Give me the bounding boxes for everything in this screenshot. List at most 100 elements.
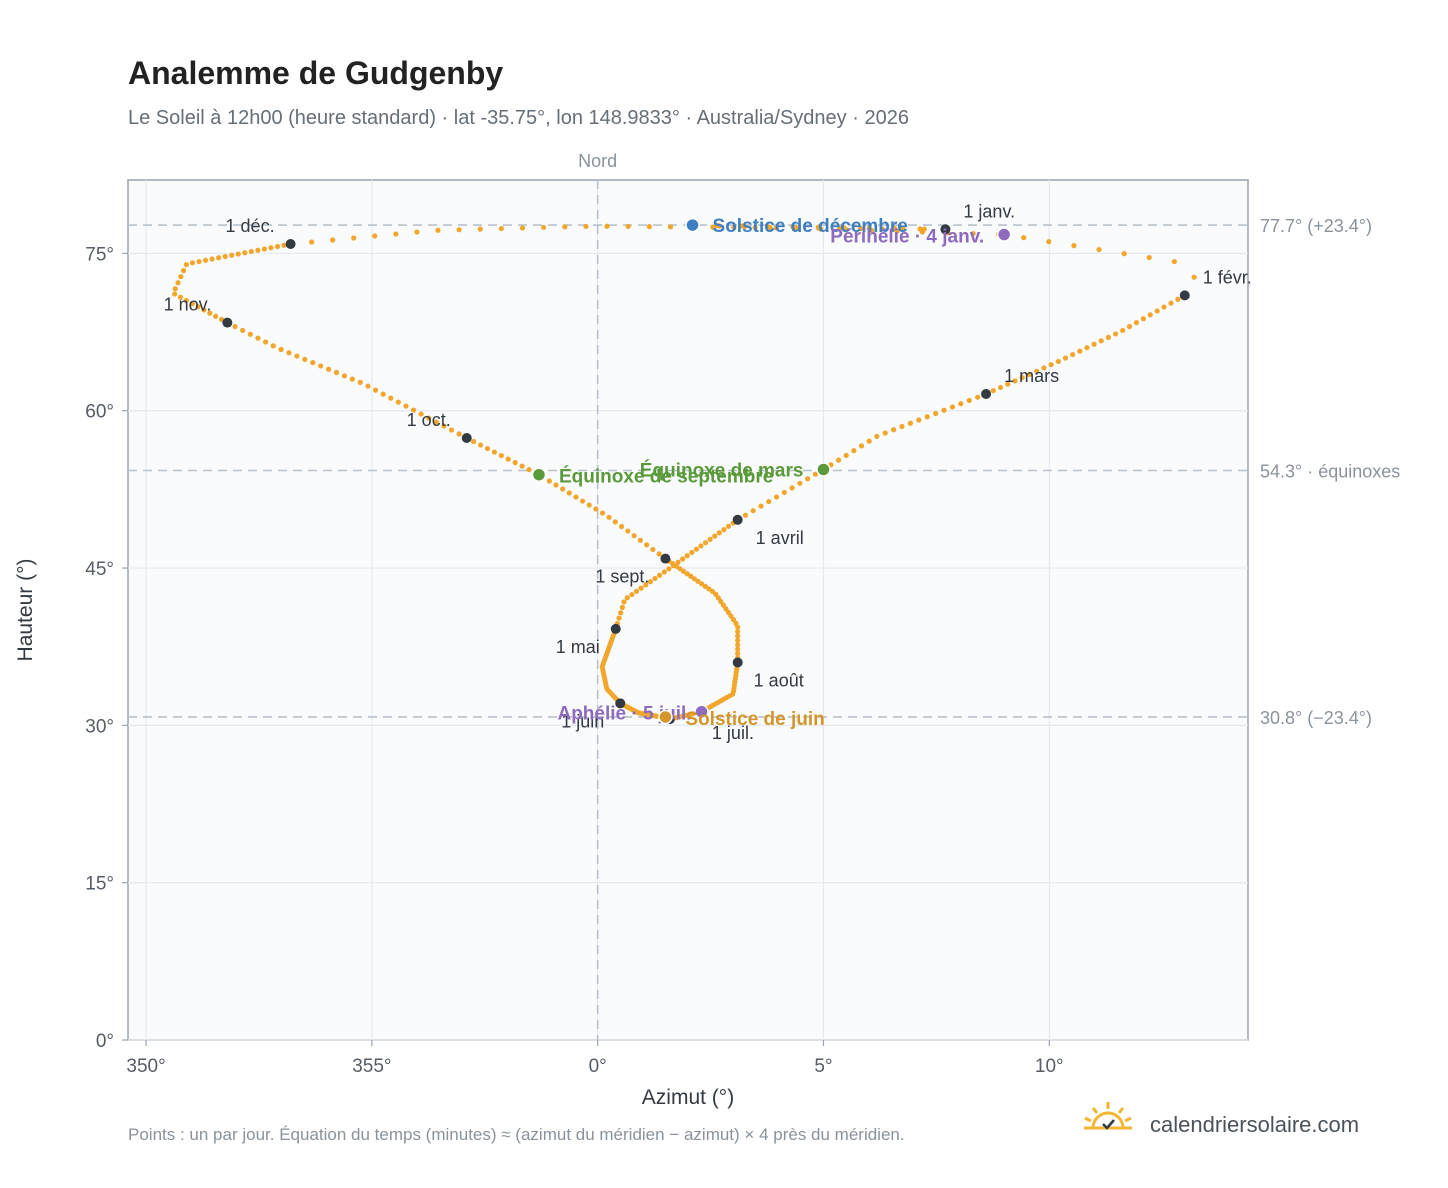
brand-name[interactable]: calendriersolaire.com [1150,1112,1359,1137]
day-point [388,395,394,401]
event-label-0: Solstice de décembre [713,216,908,237]
day-point [1021,235,1027,241]
day-point [835,457,842,463]
day-point [222,253,228,260]
day-point [1019,375,1025,381]
day-point [403,403,409,409]
day-point [491,449,498,455]
day-point [242,250,248,256]
day-point [716,223,722,229]
day-point [815,225,822,231]
day-point [1071,243,1077,249]
day-point [975,394,981,400]
day-point [879,226,885,232]
day-point [310,360,316,366]
day-point [680,556,686,562]
month-marker-7 [732,657,743,668]
day-point [619,604,625,610]
day-point [263,339,269,345]
month-marker-5 [615,698,626,709]
day-point [1041,365,1047,371]
day-point [677,566,683,572]
day-point [278,346,284,353]
day-point [624,595,630,601]
day-point [1168,300,1174,306]
day-point [646,224,652,230]
event-marker-2 [816,462,831,477]
day-point [758,503,764,509]
day-point [866,438,872,444]
day-point [471,438,477,445]
day-point [733,620,739,626]
x-tick-label-0: 350° [126,1056,165,1077]
day-point [618,523,625,530]
day-point [652,575,658,582]
day-point [477,226,483,232]
day-point [874,433,880,440]
axis-ticks: 350° 355° 0° 5° 10° 0° 15° 30° 45° 60° 75° [85,244,1063,1077]
day-point [583,223,589,229]
day-point [553,482,559,488]
day-point [644,542,650,548]
month-label-5: 1 juin [561,711,604,731]
day-point [477,442,484,448]
day-point [837,225,843,231]
month-label-4: 1 mai [556,637,600,657]
day-point [433,419,439,425]
day-point [255,247,261,253]
day-point [673,563,679,569]
day-point [684,553,690,559]
day-point [341,373,348,379]
day-point [562,224,568,230]
day-point [207,310,213,316]
day-point [247,331,253,337]
day-point [890,427,897,433]
day-point [730,617,737,623]
day-point [512,460,518,466]
day-point [657,572,663,578]
day-point [707,536,713,543]
x-tick-label-1: 355° [352,1056,391,1077]
day-point [661,569,667,575]
day-point [333,369,340,376]
day-point [1121,251,1127,257]
day-point [698,543,704,549]
day-point [643,582,649,588]
day-point [1098,338,1104,344]
day-point [302,356,308,362]
day-point [670,561,676,567]
y-tick-label-4: 60° [85,402,114,423]
day-point [868,227,875,234]
day-point [710,224,716,230]
month-label-3: 1 avril [756,528,804,548]
meridian-label: Nord [578,151,617,171]
day-point [1070,351,1076,358]
day-point [526,467,532,473]
day-point [702,540,709,546]
day-point [1126,323,1133,330]
day-point [349,376,355,382]
day-point [1147,312,1153,318]
analemma-curve [172,222,1197,722]
day-point [723,606,729,612]
day-point [177,294,184,300]
day-point [189,260,196,266]
day-point [629,591,635,598]
event-label-5: Solstice de juin [685,709,824,730]
month-marker-1 [1179,290,1190,301]
y-tick-label-0: 0° [96,1031,114,1052]
month-label-6: 1 juil. [712,723,754,743]
day-point [667,224,674,230]
chart-subtitle: Le Soleil à 12h00 (heure standard) · lat… [128,107,909,129]
day-point [656,551,662,557]
day-point [586,502,592,508]
day-point [1146,254,1152,261]
day-point [519,225,526,231]
day-point [725,523,732,529]
day-point [900,226,906,232]
day-point [541,224,547,231]
day-point [426,415,432,421]
day-point [699,581,705,587]
day-point [372,387,379,393]
day-point [781,489,787,496]
